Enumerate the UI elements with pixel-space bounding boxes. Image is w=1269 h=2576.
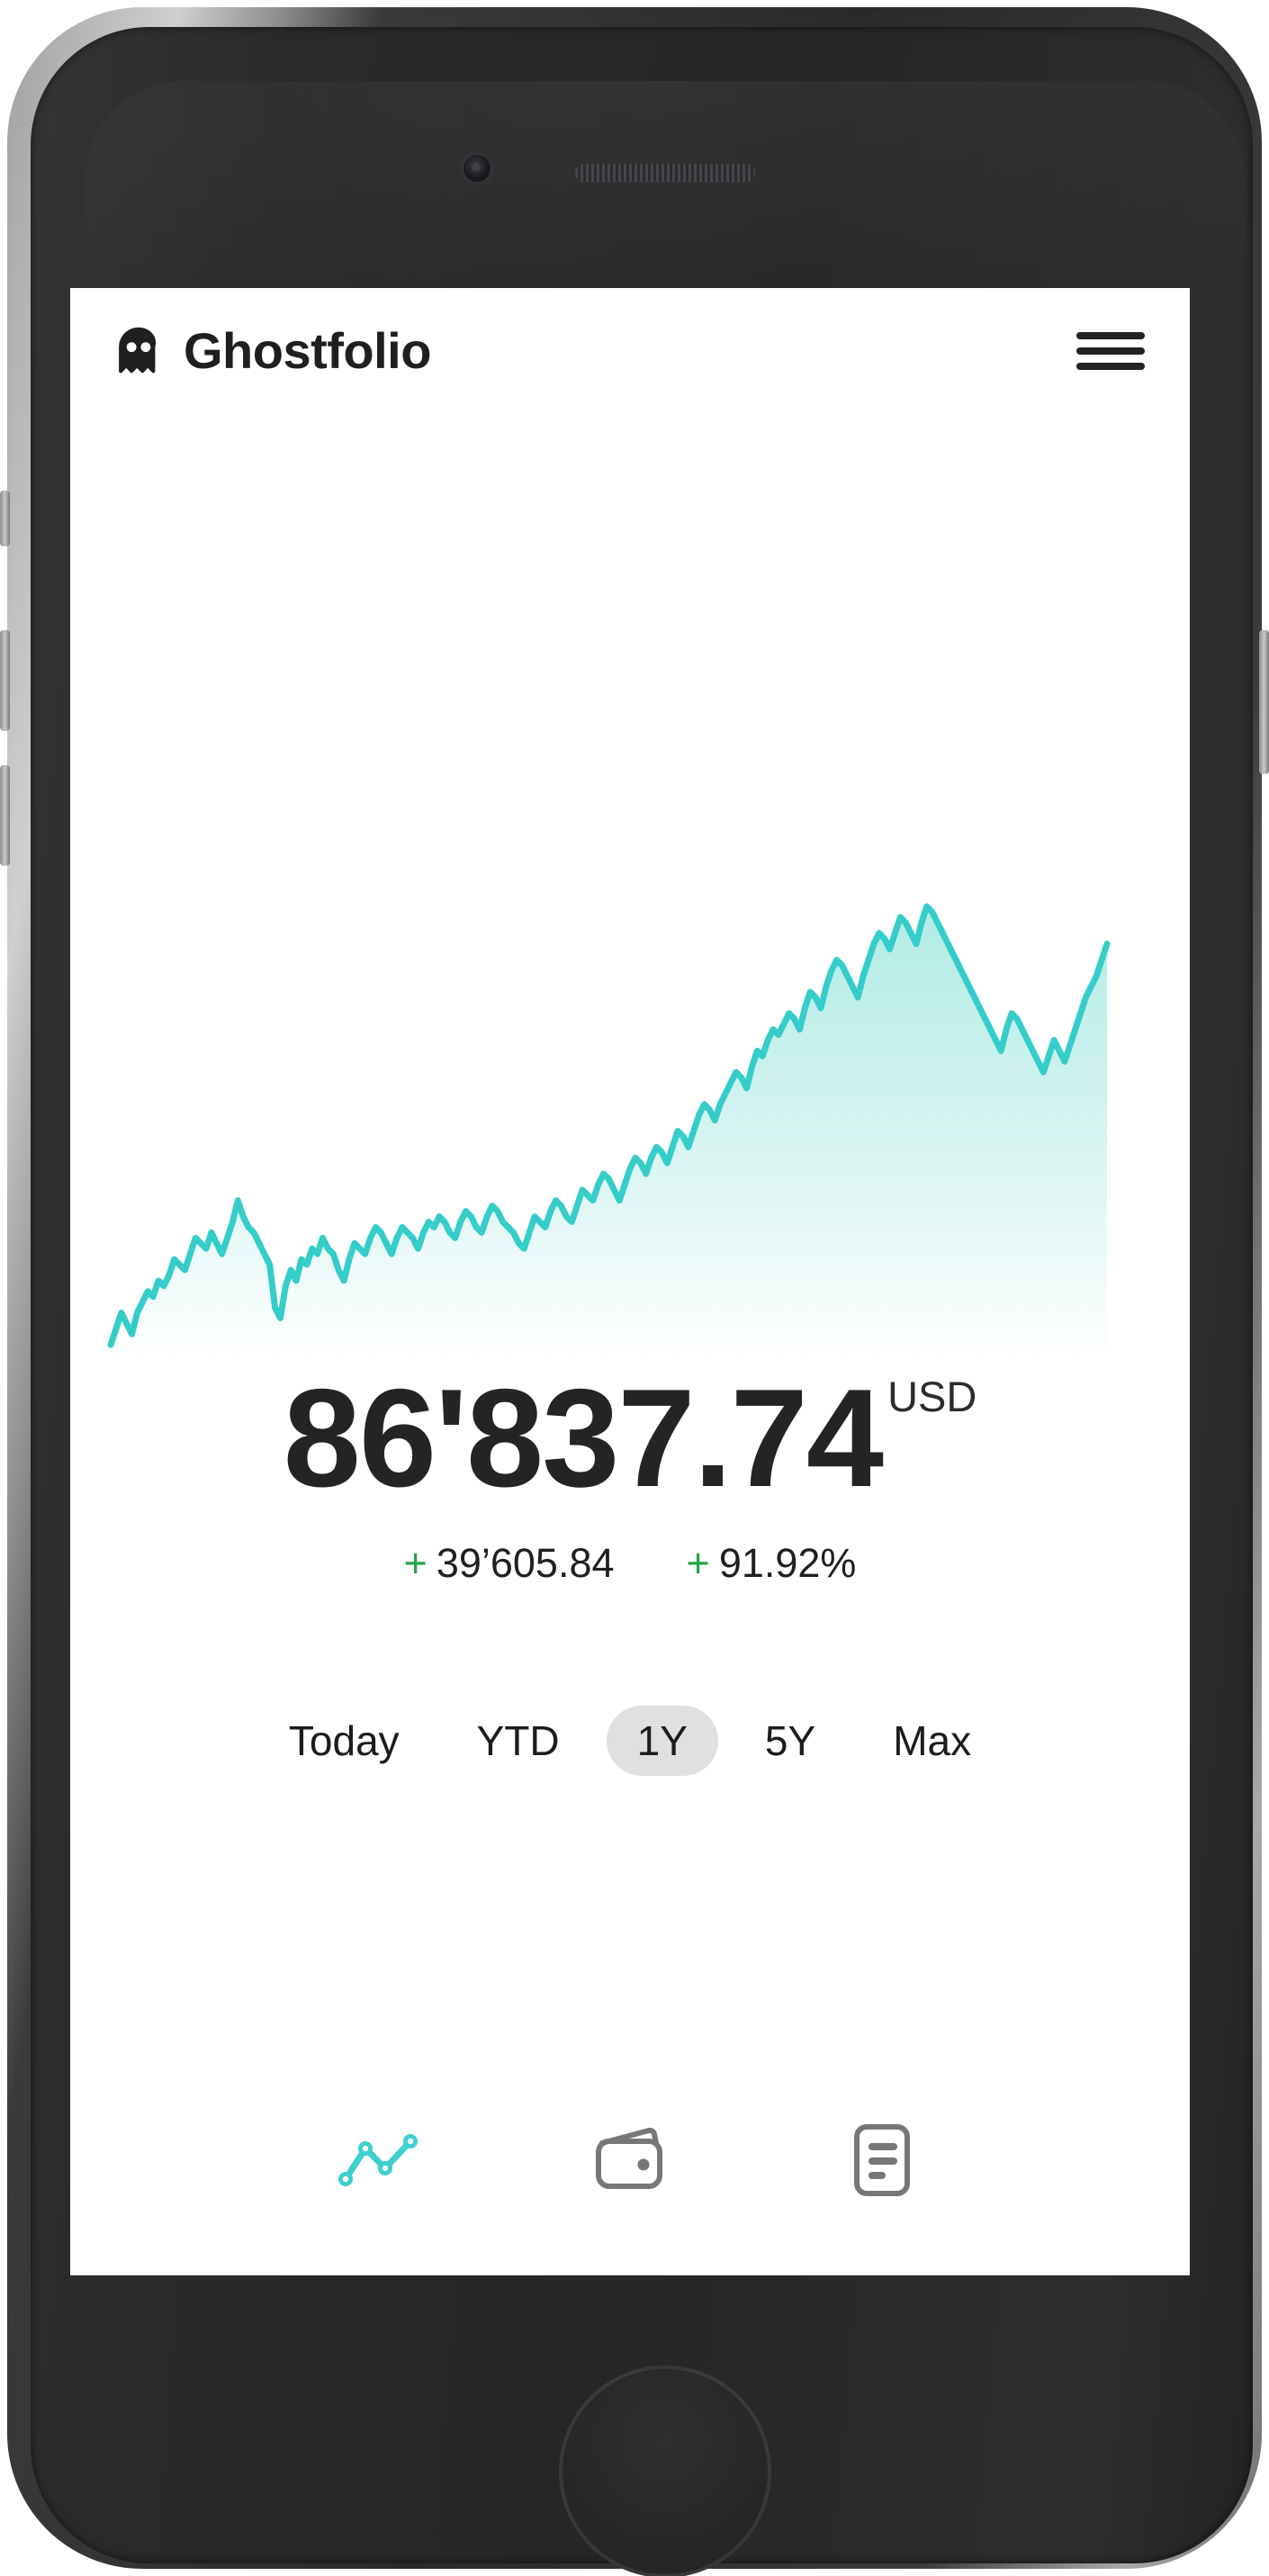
hamburger-line-3 xyxy=(1076,363,1145,370)
ghost-logo-icon xyxy=(113,326,164,376)
change-absolute-sign: + xyxy=(403,1540,428,1586)
range-tab-today[interactable]: Today xyxy=(288,1717,400,1764)
range-tab-ytd[interactable]: YTD xyxy=(476,1717,560,1764)
nav-item-analysis[interactable] xyxy=(333,2115,423,2205)
nav-item-portfolio[interactable] xyxy=(585,2115,675,2205)
hamburger-line-2 xyxy=(1076,347,1145,355)
phone-screen: Ghostfolio xyxy=(70,288,1190,2275)
hamburger-menu-icon[interactable] xyxy=(1076,326,1145,376)
change-percent-sign: + xyxy=(686,1540,710,1586)
app-header: Ghostfolio xyxy=(70,288,1190,414)
volume-up-button[interactable] xyxy=(0,630,10,731)
volume-down-button[interactable] xyxy=(0,765,10,866)
wallet-icon xyxy=(591,2125,669,2195)
portfolio-change-row: +39’605.84 +91.92% xyxy=(70,1540,1190,1587)
change-absolute: +39’605.84 xyxy=(404,1540,615,1587)
line-chart-icon xyxy=(337,2130,419,2190)
silent-switch[interactable] xyxy=(0,491,10,546)
brand-logo-group[interactable]: Ghostfolio xyxy=(113,326,431,376)
portfolio-value-block: 86'837.74 USD +39’605.84 +91.92% xyxy=(70,1368,1190,1587)
home-button[interactable] xyxy=(559,2365,771,2576)
portfolio-performance-chart[interactable] xyxy=(70,810,1190,1400)
bottom-navigation xyxy=(70,2106,1190,2214)
hamburger-line-1 xyxy=(1076,332,1145,339)
nav-item-activities[interactable] xyxy=(837,2115,927,2205)
value-row: 86'837.74 USD xyxy=(284,1368,977,1508)
front-camera-icon xyxy=(464,155,490,182)
earpiece-speaker-icon xyxy=(575,164,755,182)
change-percent: +91.92% xyxy=(687,1540,857,1587)
range-tab-1y[interactable]: 1Y xyxy=(606,1706,718,1776)
document-icon xyxy=(850,2122,914,2198)
range-tab-max[interactable]: Max xyxy=(893,1717,972,1764)
change-percent-value: 91.92% xyxy=(718,1540,857,1586)
power-button[interactable] xyxy=(1259,630,1269,774)
date-range-tabs: Today YTD 1Y 5Y Max xyxy=(70,1706,1190,1776)
app-title: Ghostfolio xyxy=(184,322,431,379)
change-absolute-value: 39’605.84 xyxy=(436,1540,615,1586)
portfolio-currency: USD xyxy=(887,1373,977,1420)
range-tab-5y[interactable]: 5Y xyxy=(764,1717,816,1764)
portfolio-value: 86'837.74 xyxy=(283,1360,884,1516)
